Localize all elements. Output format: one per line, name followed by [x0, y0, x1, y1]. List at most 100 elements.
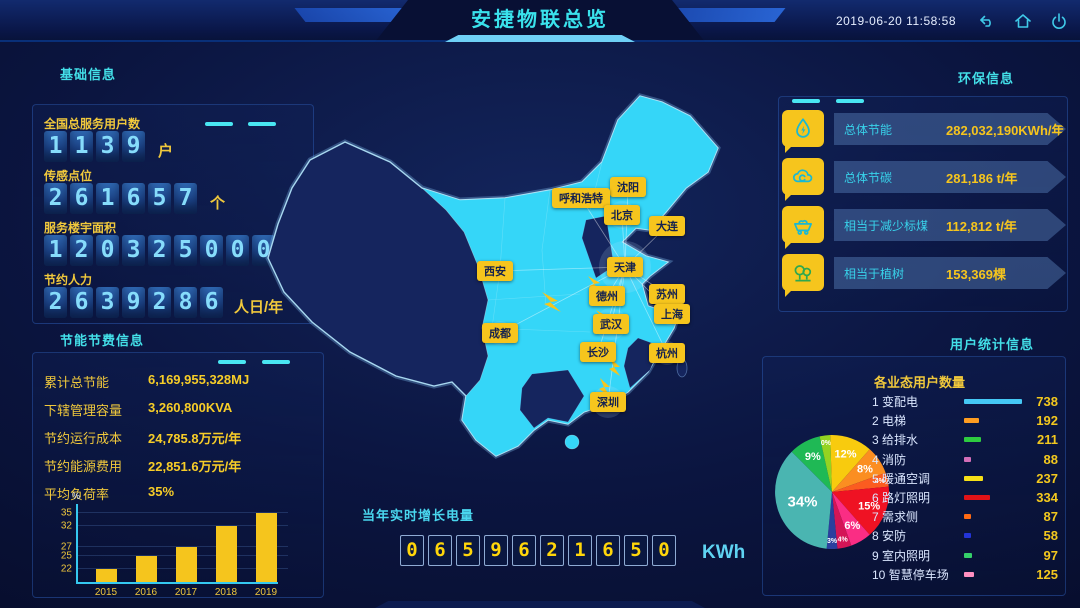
pie-slice	[819, 435, 832, 492]
x-axis-tick: 2019	[254, 587, 278, 598]
legend-bar-wrap	[964, 399, 1022, 405]
digit-box: 6	[70, 287, 93, 318]
city-label-dezhou[interactable]: 德州	[589, 286, 625, 306]
digit-box: 5	[624, 535, 648, 566]
x-axis-tick: 2017	[174, 587, 198, 598]
energy-row-value: 35%	[148, 484, 175, 499]
legend-bar	[964, 456, 971, 462]
x-axis-tick: 2018	[214, 587, 238, 598]
province-patch	[519, 369, 585, 429]
y-axis-tick: 27	[60, 541, 72, 553]
business-legend: 1 变配电 738 2 电梯 192 3 给排水 211 4 消防 88 5 暖…	[872, 392, 1058, 584]
pie-slice	[830, 434, 870, 492]
digit-box: 2	[70, 235, 93, 266]
back-icon[interactable]	[976, 10, 998, 32]
digit-box: 2	[148, 287, 171, 318]
city-label-shanghai[interactable]: 上海	[654, 304, 690, 324]
legend-label: 4 消防	[872, 452, 907, 467]
env-row: 总体节碳 281,186 t/年	[782, 158, 1066, 201]
digit-box: 6	[428, 535, 452, 566]
digit-box: 6	[200, 287, 223, 318]
city-label-hangzhou[interactable]: 杭州	[649, 343, 685, 363]
legend-bar	[964, 418, 979, 424]
city-label-beijing[interactable]: 北京	[604, 205, 640, 225]
city-label-dalian[interactable]: 大连	[649, 216, 685, 236]
header-accent-bar	[445, 35, 635, 42]
decorative-dash	[248, 122, 276, 126]
city-label-shenyang[interactable]: 沈阳	[610, 177, 646, 197]
digit-box: 5	[456, 535, 480, 566]
legend-value: 88	[1043, 451, 1058, 467]
energy-row-value: 22,851.6万元/年	[148, 459, 242, 474]
pie-slice	[826, 492, 838, 549]
legend-bar	[964, 571, 974, 577]
decorative-dash	[262, 360, 290, 364]
legend-row: 1 变配电 738	[872, 392, 1058, 411]
legend-bar	[964, 552, 972, 558]
city-label-shenzhen[interactable]: 深圳	[590, 392, 626, 412]
env-row-label: 相当于减少标煤	[844, 218, 929, 233]
hainan-island	[564, 434, 580, 450]
digit-box: 3	[122, 235, 145, 266]
pie-label: 8%	[857, 464, 873, 476]
legend-bar	[964, 514, 971, 520]
legend-bar-wrap	[964, 552, 1020, 558]
legend-bar-wrap	[964, 475, 1020, 481]
legend-bar-wrap	[964, 456, 1020, 462]
city-label-suzhou[interactable]: 苏州	[649, 284, 685, 304]
env-banner: 相当于植树 153,369棵	[834, 257, 1066, 289]
legend-value: 87	[1043, 509, 1058, 525]
user-stats-title: 用户统计信息	[950, 337, 1035, 352]
digit-box: 6	[70, 183, 93, 214]
digit-box: 0	[652, 535, 676, 566]
digit-box: 5	[174, 235, 197, 266]
pie-label: 0%	[821, 440, 832, 447]
digit-box: 1	[70, 131, 93, 162]
legend-value: 58	[1043, 528, 1058, 544]
city-label-hohhot[interactable]: 呼和浩特	[552, 188, 610, 208]
energy-info-title: 节能节费信息	[60, 333, 145, 348]
city-label-xian[interactable]: 西安	[477, 261, 513, 281]
energy-row-label: 节约能源费用	[44, 459, 123, 474]
legend-row: 2 电梯 192	[872, 411, 1058, 430]
bar	[136, 556, 157, 582]
legend-bar-wrap	[964, 437, 1020, 443]
legend-value: 192	[1036, 413, 1058, 429]
china-map: 沈阳 呼和浩特 北京 大连 天津 西安 德州 苏州 上海 成都 武汉 长沙 杭州…	[250, 70, 770, 480]
pie-label: 6%	[844, 520, 860, 532]
env-row-value: 153,369棵	[946, 266, 1006, 282]
y-axis-tick: 32	[60, 520, 72, 532]
coal-cart-icon	[782, 206, 824, 249]
legend-row: 3 给排水 211	[872, 430, 1058, 449]
energy-row-label: 平均负荷率	[44, 487, 110, 502]
stat-label-area: 服务楼宇面积	[44, 221, 117, 235]
legend-row: 5 暖通空调 237	[872, 469, 1058, 488]
legend-bar-wrap	[964, 571, 1020, 577]
legend-row: 7 需求侧 87	[872, 507, 1058, 526]
pie-slice	[791, 436, 832, 492]
legend-label: 9 室内照明	[872, 548, 931, 563]
gridline	[78, 524, 288, 526]
city-label-chengdu[interactable]: 成都	[482, 323, 518, 343]
digit-box: 0	[226, 235, 249, 266]
y-axis-tick: 35	[60, 507, 72, 519]
city-label-tianjin[interactable]: 天津	[607, 257, 643, 277]
decorative-dash	[792, 99, 820, 103]
digit-box: 7	[174, 183, 197, 214]
digit-box: 6	[122, 183, 145, 214]
city-label-changsha[interactable]: 长沙	[580, 342, 616, 362]
city-label-wuhan[interactable]: 武汉	[593, 314, 629, 334]
footer-notch	[375, 601, 705, 608]
legend-value: 237	[1036, 470, 1058, 486]
home-icon[interactable]	[1012, 10, 1034, 32]
power-icon[interactable]	[1048, 10, 1070, 32]
legend-value: 334	[1036, 490, 1058, 506]
digit-box: 1	[96, 183, 119, 214]
stat-unit: 户	[158, 143, 174, 160]
env-banner: 总体节能 282,032,190KWh/年	[834, 113, 1066, 145]
